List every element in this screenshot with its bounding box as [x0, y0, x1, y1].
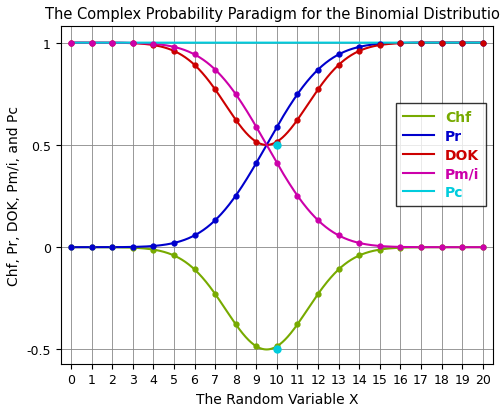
- Y-axis label: Chf, Pr, DOK, Pm/i, and Pc: Chf, Pr, DOK, Pm/i, and Pc: [7, 106, 21, 285]
- Title: The Complex Probability Paradigm for the Binomial Distribution: The Complex Probability Paradigm for the…: [45, 7, 500, 22]
- X-axis label: The Random Variable X: The Random Variable X: [196, 392, 358, 406]
- Legend: Chf, Pr, DOK, Pm/i, Pc: Chf, Pr, DOK, Pm/i, Pc: [396, 104, 486, 206]
